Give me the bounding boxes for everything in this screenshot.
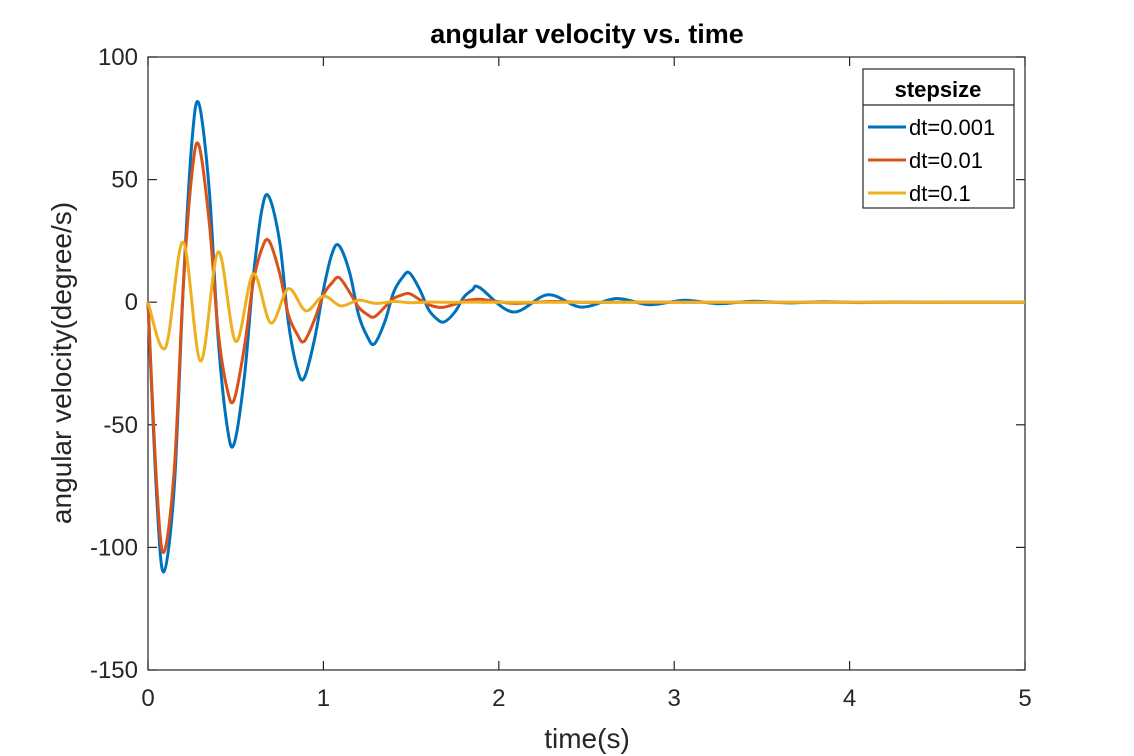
y-axis: -150 -100 -50 0 50 100 bbox=[90, 44, 1025, 684]
x-tick-label: 3 bbox=[668, 685, 681, 712]
legend-title: stepsize bbox=[895, 77, 982, 102]
x-tick-label: 1 bbox=[317, 685, 330, 712]
y-tick-label: -100 bbox=[90, 534, 138, 561]
series-line-2 bbox=[146, 240, 1025, 363]
y-tick-label: -150 bbox=[90, 657, 138, 684]
y-axis-label: angular velocity(degree/s) bbox=[46, 202, 77, 524]
legend-label: dt=0.001 bbox=[909, 115, 995, 140]
x-tick-label: 2 bbox=[492, 685, 505, 712]
legend-box bbox=[862, 68, 1015, 209]
legend: stepsize dt=0.001 dt=0.01 dt=0.1 bbox=[862, 68, 1015, 209]
series-layer bbox=[146, 100, 1025, 574]
legend-label: dt=0.01 bbox=[909, 148, 983, 173]
legend-label: dt=0.1 bbox=[909, 181, 971, 206]
chart-title: angular velocity vs. time bbox=[430, 19, 744, 49]
x-axis: 0 1 2 3 4 5 bbox=[141, 57, 1032, 712]
x-tick-label: 4 bbox=[843, 685, 856, 712]
x-tick-label: 5 bbox=[1018, 685, 1031, 712]
x-tick-label: 0 bbox=[141, 685, 154, 712]
y-tick-label: 0 bbox=[125, 289, 138, 316]
legend-entries: dt=0.001 dt=0.01 dt=0.1 bbox=[868, 115, 995, 206]
y-tick-label: -50 bbox=[103, 412, 138, 439]
x-axis-label: time(s) bbox=[544, 723, 630, 754]
y-tick-label: 50 bbox=[111, 167, 138, 194]
y-tick-label: 100 bbox=[98, 44, 138, 71]
